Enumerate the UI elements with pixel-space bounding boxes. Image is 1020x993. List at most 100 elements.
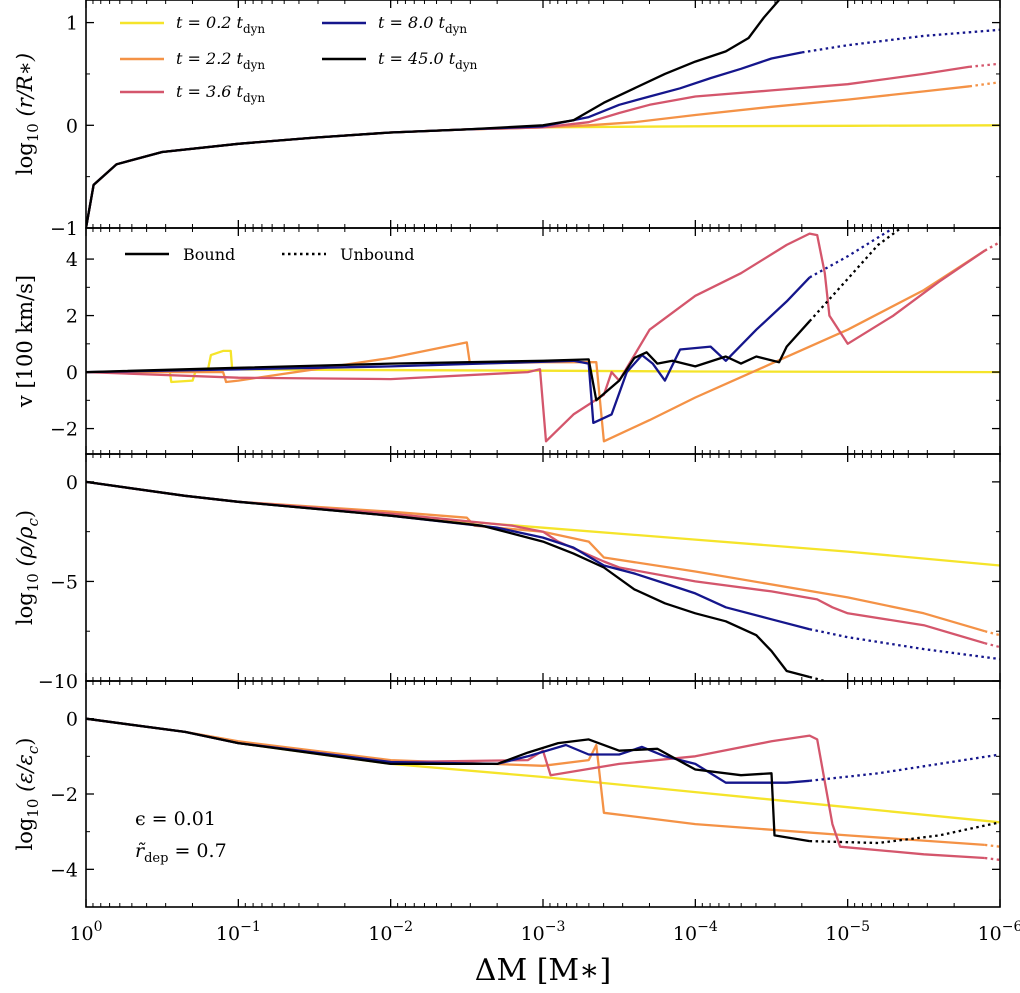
series-line-4-bound	[86, 480, 810, 679]
series-line-1-unbound	[969, 81, 1000, 88]
series-line-1-unbound	[984, 241, 1000, 252]
series-line-2-unbound	[984, 241, 1000, 252]
legend-label: t = 2.2 tdyn	[176, 49, 265, 72]
series-line-0-bound	[86, 717, 1000, 824]
ytick-label: 0	[66, 115, 78, 137]
ytick-label: 4	[66, 249, 78, 271]
series-line-4-bound	[86, 320, 811, 402]
panel-frame	[85, 680, 1001, 908]
ytick-label: 2	[66, 306, 78, 328]
annotation-line2: r̃dep = 0.7	[135, 840, 227, 866]
ytick-label: −2	[50, 419, 78, 441]
xtick-base: 10	[978, 923, 1002, 945]
xtick-base: 10	[673, 923, 697, 945]
legend-label: t = 45.0 tdyn	[378, 49, 478, 72]
ylabel-tail: )	[13, 738, 37, 746]
xtick-exp: −2	[392, 919, 413, 935]
style-legend-label: Bound	[183, 245, 235, 264]
legend-label: t = 0.2 tdyn	[176, 13, 265, 36]
xtick-exp: −1	[240, 919, 261, 935]
series-line-3-unbound	[809, 228, 895, 279]
panel-frame	[85, 0, 1001, 229]
xtick-label: 10−6	[978, 919, 1020, 945]
ylabel-sub: 10	[24, 123, 42, 142]
panel-energy: −4 −2 0 log10 (ε/εc)	[13, 680, 1001, 908]
annotation-base: r̃	[135, 840, 146, 862]
ylabel-main: log	[13, 818, 37, 851]
xtick-base: 10	[368, 923, 392, 945]
xtick-base: 10	[216, 923, 240, 945]
annotation-rest: = 0.7	[168, 840, 226, 862]
xtick-exp: −4	[697, 919, 718, 935]
legend-unit: t	[231, 13, 243, 32]
xtick-label: 10−5	[825, 919, 870, 945]
ytick-label: −4	[50, 859, 78, 881]
legend-time: t = 45.0	[378, 49, 444, 68]
legend-unit: t	[433, 13, 445, 32]
legend-label: t = 8.0 tdyn	[378, 13, 467, 36]
ylabel-tail: )	[13, 510, 37, 518]
legend-sub: dyn	[243, 22, 265, 36]
ylabel-rest: (r/R∗)	[13, 53, 37, 123]
series-line-1-bound	[86, 480, 986, 633]
legend-item: t = 8.0 tdyn	[322, 13, 467, 36]
series-line-3-unbound	[809, 753, 1000, 782]
series-line-3-unbound	[809, 628, 1000, 661]
ytick-label: −5	[50, 571, 78, 593]
series-line-1-bound	[86, 85, 970, 228]
series-line-3-bound	[86, 480, 810, 631]
xtick-base: 10	[825, 923, 849, 945]
style-legend-item: Unbound	[282, 245, 415, 264]
ylabel-sub2: c	[24, 745, 42, 754]
series-line-2-unbound	[984, 642, 1000, 649]
ytick-label: 0	[66, 709, 78, 731]
xtick-exp: −6	[1002, 919, 1020, 935]
ylabel-rest: (ε/ε	[13, 754, 37, 798]
series-line-3-unbound	[801, 28, 1000, 54]
style-legend: Bound Unbound	[125, 245, 415, 264]
legend-unit: t	[231, 82, 243, 101]
legend-item: t = 0.2 tdyn	[120, 13, 265, 36]
xtick-label: 10−3	[521, 919, 566, 945]
xtick-label: 10−4	[673, 919, 718, 945]
ylabel-main: log	[13, 592, 37, 625]
panel-radius: −1 0 1 log10 (r/R∗)	[13, 0, 1001, 240]
ylabel: log10 (ρ/ρc)	[13, 510, 42, 625]
ylabel-sub: 10	[24, 799, 42, 818]
xtick-exp: 0	[94, 919, 103, 935]
style-legend-item: Bound	[125, 245, 235, 264]
panel-density: −10 −5 0 log10 (ρ/ρc)	[13, 453, 1001, 693]
xtick-label: 10−1	[216, 919, 261, 945]
series-line-0-bound	[86, 349, 1000, 384]
ylabel-sub: 10	[24, 573, 42, 592]
legend-time: t = 0.2	[176, 13, 231, 32]
panel-frame	[85, 453, 1001, 682]
series-group	[86, 228, 1000, 443]
legend-item: t = 3.6 tdyn	[120, 82, 265, 105]
ylabel-sub2: c	[24, 518, 42, 527]
series-line-3-bound	[86, 717, 810, 784]
legend-item: t = 45.0 tdyn	[322, 49, 478, 72]
ylabel-main: log	[13, 142, 37, 175]
xtick-base: 10	[69, 923, 93, 945]
legend-unit: t	[231, 49, 243, 68]
annotation-line1: ϵ = 0.01	[135, 808, 216, 830]
ytick-label: 0	[66, 472, 78, 494]
ytick-label: −1	[50, 218, 78, 240]
series-line-3-bound	[86, 51, 803, 228]
legend-label: t = 3.6 tdyn	[176, 82, 265, 105]
legend-sub: dyn	[455, 58, 477, 72]
legend-sub: dyn	[243, 91, 265, 105]
series-group	[86, 480, 1000, 681]
legend-time: t = 8.0	[378, 13, 433, 32]
legend-time: t = 2.2	[176, 49, 231, 68]
ylabel: log10 (r/R∗)	[13, 53, 42, 175]
series-line-2-bound	[86, 232, 986, 443]
series-line-1-bound	[86, 717, 985, 847]
series-line-1-unbound	[984, 630, 1000, 637]
series-line-2-unbound	[969, 62, 1000, 68]
series-line-0-bound	[86, 480, 1000, 567]
legend-time: t = 3.6	[176, 82, 231, 101]
